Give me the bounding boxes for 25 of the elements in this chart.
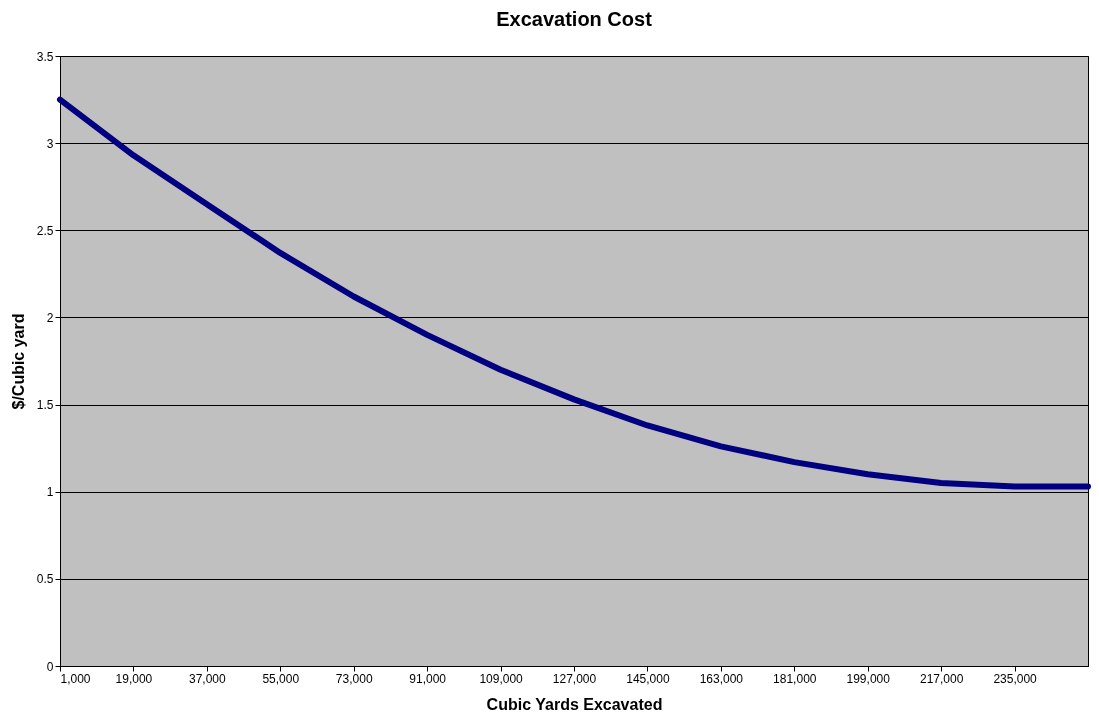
y-axis-title: $/Cubic yard <box>9 313 27 410</box>
x-tick-label: 91,000 <box>409 671 447 686</box>
chart-title: Excavation Cost <box>496 8 653 30</box>
y-tick-label: 1.5 <box>36 398 54 413</box>
x-tick-label: 73,000 <box>335 671 373 686</box>
y-tick-label: 1 <box>46 485 54 500</box>
x-tick-label: 181,000 <box>773 671 817 686</box>
y-tick-label: 2.5 <box>36 223 54 238</box>
x-tick-label: 145,000 <box>626 671 670 686</box>
x-tick-label: 1,000 <box>60 671 91 686</box>
x-tick-label: 55,000 <box>262 671 300 686</box>
x-tick-label: 127,000 <box>552 671 597 686</box>
y-tick-label: 3 <box>46 136 54 151</box>
x-tick-label: 163,000 <box>699 671 744 686</box>
x-axis-title: Cubic Yards Excavated <box>486 695 663 713</box>
x-tick-label: 199,000 <box>846 671 891 686</box>
x-tick-label: 19,000 <box>115 671 153 686</box>
x-tick-label: 235,000 <box>993 671 1038 686</box>
y-tick-label: 0 <box>46 659 54 674</box>
y-tick-label: 3.5 <box>36 49 54 64</box>
x-tick-label: 37,000 <box>189 671 227 686</box>
x-tick-label: 217,000 <box>919 671 964 686</box>
y-tick-label: 0.5 <box>36 572 54 587</box>
x-tick-label: 109,000 <box>479 671 524 686</box>
y-tick-label: 2 <box>46 310 54 325</box>
